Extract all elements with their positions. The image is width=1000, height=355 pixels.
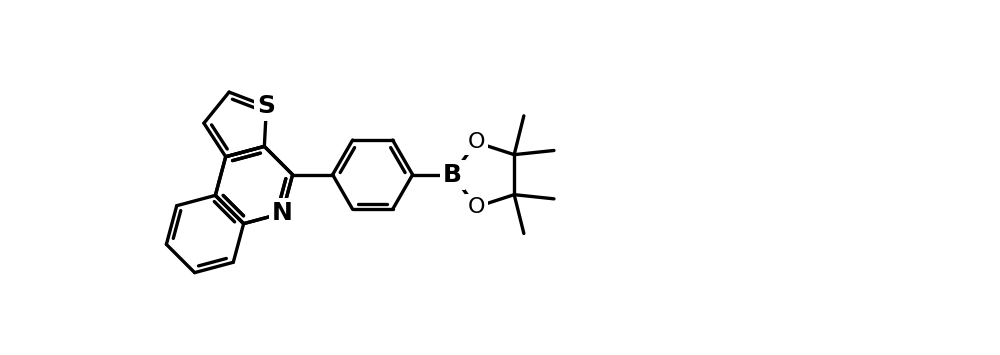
Text: S: S	[257, 94, 275, 119]
Text: N: N	[272, 201, 293, 225]
Text: B: B	[443, 163, 462, 187]
Text: O: O	[467, 132, 485, 152]
Text: O: O	[467, 197, 485, 217]
